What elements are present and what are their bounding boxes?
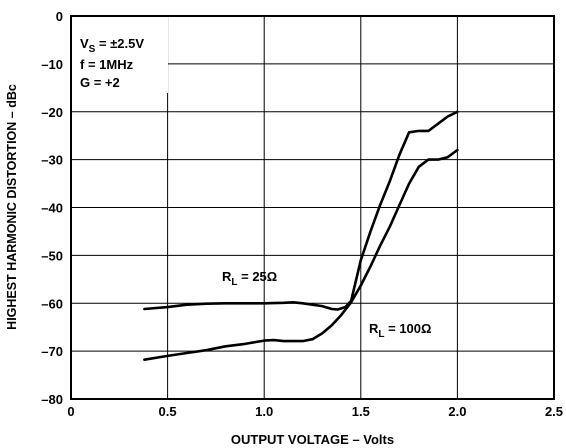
condition-frequency: f = 1MHz xyxy=(80,57,134,72)
x-axis-label: OUTPUT VOLTAGE – Volts xyxy=(231,432,394,447)
series-line-0 xyxy=(143,110,459,311)
x-tick-label: 2.5 xyxy=(545,404,563,419)
conditions-box xyxy=(72,17,168,93)
plot-frame xyxy=(70,15,555,400)
y-tick-label: –70 xyxy=(41,344,63,359)
x-tick-label: 1.0 xyxy=(255,404,273,419)
y-tick-label: –50 xyxy=(41,248,63,263)
y-tick-label: –40 xyxy=(41,201,63,216)
series-label-rl-100: RL = 100Ω xyxy=(369,321,431,340)
grid xyxy=(71,16,554,399)
series-line-1 xyxy=(143,148,459,361)
condition-vs: VS = ±2.5V xyxy=(80,36,144,55)
x-tick-label: 0 xyxy=(67,404,74,419)
tick-labels: 0 –10 –20 –30 –40 –50 –60 –70 –80 0 0.5 1.0 1.5 2.0 2.… xyxy=(41,9,563,419)
x-tick-label: 1.5 xyxy=(352,404,370,419)
y-tick-label: –30 xyxy=(41,153,63,168)
y-tick-label: 0 xyxy=(56,9,63,24)
condition-gain: G = +2 xyxy=(80,75,120,90)
x-tick-label: 2.0 xyxy=(448,404,466,419)
series-label-rl-25: RL = 25Ω xyxy=(222,269,277,288)
y-tick-label: –60 xyxy=(41,296,63,311)
series-layer xyxy=(143,110,459,361)
y-tick-label: –80 xyxy=(41,392,63,407)
y-tick-label: –20 xyxy=(41,105,63,120)
y-tick-label: –10 xyxy=(41,57,63,72)
y-axis-label: HIGHEST HARMONIC DISTORTION – dBc xyxy=(5,84,19,330)
x-tick-label: 0.5 xyxy=(159,404,177,419)
